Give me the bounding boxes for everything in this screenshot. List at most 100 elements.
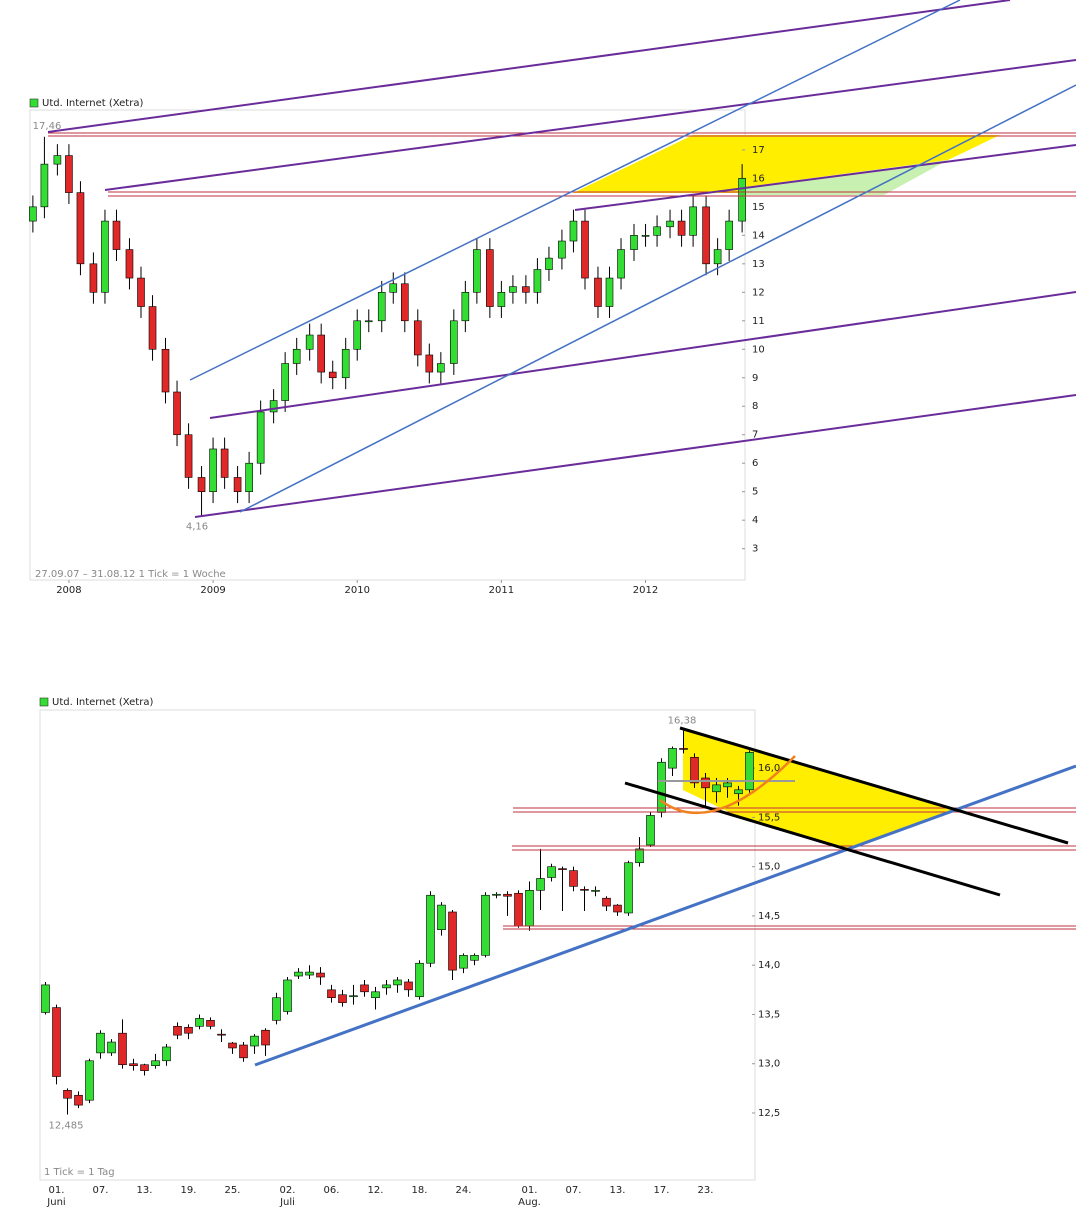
candle-body <box>294 971 303 977</box>
x-tick-label: 2009 <box>200 585 225 596</box>
x-tick-label: 12. <box>368 1185 384 1196</box>
candle-body <box>701 777 710 789</box>
y-tick-label: 4 <box>752 515 758 526</box>
candle-body <box>713 249 722 265</box>
y-tick-label: 5 <box>752 487 758 498</box>
y-tick-label: 14,0 <box>758 960 780 971</box>
candle-body <box>209 448 217 492</box>
candle-body <box>450 320 458 364</box>
candle-body <box>118 1032 127 1066</box>
y-tick-label: 10 <box>752 344 765 355</box>
x-tick-label: 01. <box>49 1185 65 1196</box>
candle-body <box>245 462 253 492</box>
candle-body <box>492 893 501 896</box>
candle-body <box>341 348 350 379</box>
x-tick-label: 17. <box>654 1185 670 1196</box>
candle-body <box>52 1007 61 1077</box>
candle-body <box>371 991 380 999</box>
annotation: 12,485 <box>49 1120 84 1131</box>
candle-body <box>112 220 121 250</box>
x-tick-label: 06. <box>324 1185 340 1196</box>
candle-body <box>690 756 699 784</box>
candle-body <box>558 240 566 259</box>
candle-body <box>353 320 362 350</box>
x-tick-label: 2011 <box>489 585 514 596</box>
plot-frame <box>39 709 756 1181</box>
candle-body <box>689 206 697 236</box>
candle-body <box>137 277 145 307</box>
x-tick-label: 19. <box>181 1185 197 1196</box>
candle-body <box>415 962 424 998</box>
y-tick-label: 14 <box>752 230 765 241</box>
candle-body <box>377 292 386 322</box>
trend-lines <box>47 0 1076 1067</box>
candle-body <box>364 320 373 323</box>
candle-body <box>184 434 193 478</box>
candle-body <box>473 249 481 293</box>
candle-body <box>317 334 325 373</box>
candle-body <box>413 320 422 356</box>
candle-body <box>292 348 301 364</box>
candle-body <box>197 477 206 492</box>
candle-body <box>228 1042 237 1049</box>
candle-body <box>437 363 445 373</box>
candle-body <box>613 904 622 913</box>
candle-body <box>101 220 109 293</box>
y-tick-label: 12 <box>752 287 765 298</box>
candle-body <box>448 911 457 971</box>
candle-body <box>40 163 49 208</box>
candle-body <box>125 249 134 279</box>
candle-body <box>360 984 369 993</box>
y-tick-label: 13,5 <box>758 1009 780 1020</box>
y-tick-label: 9 <box>752 373 758 384</box>
candle-body <box>558 868 567 870</box>
chart-note: 1 Tick = 1 Tag <box>44 1167 115 1178</box>
candle-body <box>605 277 614 307</box>
y-tick-label: 16,0 <box>758 763 780 774</box>
candle-body <box>250 1035 259 1047</box>
candle-body <box>630 235 638 250</box>
x-tick-label: 13. <box>610 1185 626 1196</box>
candle-body <box>389 283 398 293</box>
trend-line <box>194 394 1076 518</box>
candle-body <box>269 400 278 413</box>
marks: 3 4 5 6 7 8 9 10 11 12 13 14 15 16 17 2008 2009 2010 2011 2… <box>29 98 780 1208</box>
candle-body <box>723 782 732 788</box>
legend-label: Utd. Internet (Xetra) <box>52 697 153 708</box>
candle-body <box>217 1033 226 1036</box>
x-tick-label: 18. <box>412 1185 428 1196</box>
trend-line <box>679 726 1069 845</box>
candle-body <box>569 870 578 887</box>
candle-body <box>53 155 62 165</box>
candle-body <box>162 1046 171 1062</box>
candle-body <box>525 890 534 927</box>
candle-body <box>734 789 743 795</box>
candle-body <box>29 206 37 222</box>
candle-body <box>738 178 746 222</box>
channel-line <box>254 764 1076 1067</box>
candle-body <box>712 784 721 793</box>
x-tick-label: 02. <box>280 1185 296 1196</box>
candle-body <box>653 226 661 236</box>
candle-body <box>509 286 517 293</box>
candle-body <box>206 1020 215 1027</box>
candle-body <box>569 220 578 242</box>
candle-body <box>140 1064 149 1071</box>
candle-body <box>305 334 314 350</box>
candle-body <box>338 994 347 1003</box>
candle-body <box>327 989 336 999</box>
candle-body <box>545 257 553 270</box>
x-tick-label: 07. <box>566 1185 582 1196</box>
x-tick-label: 25. <box>225 1185 241 1196</box>
x-tick-label: 2008 <box>56 585 81 596</box>
candle-body <box>151 1060 160 1067</box>
candle-body <box>233 477 242 492</box>
candle-body <box>602 897 611 907</box>
candle-body <box>497 292 506 307</box>
candle-body <box>239 1044 248 1059</box>
legend-label: Utd. Internet (Xetra) <box>42 98 143 109</box>
candle-body <box>173 391 181 436</box>
y-tick-label: 14,5 <box>758 911 780 922</box>
zone <box>573 135 1000 193</box>
